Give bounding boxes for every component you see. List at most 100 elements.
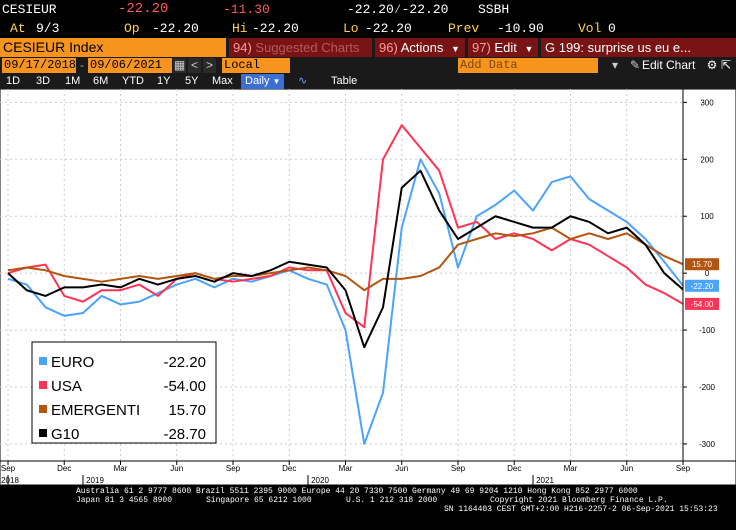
footer: Australia 61 2 9777 8600 Brazil 5511 239… [0, 485, 736, 530]
end-label-bg-usa [685, 297, 719, 310]
x-tick-label: Mar [114, 464, 128, 473]
open-label: Op [124, 21, 140, 36]
chevron-right-icon[interactable]: > [203, 58, 216, 73]
year-label: 2019 [86, 476, 104, 485]
chevron-down-icon: ▼ [450, 44, 460, 54]
open-value: -22.20 [152, 21, 199, 36]
legend-item-euro: EURO -22.20 [39, 354, 206, 371]
edit-menu[interactable]: 97) Edit ▼ [468, 38, 538, 57]
x-axis: Sep Dec Mar Jun Sep Dec Mar Jun Sep Dec Mar Jun Sep 2… [0, 460, 736, 485]
legend-value-emergenti: 15.70 [168, 402, 206, 419]
high-value: -22.20 [252, 21, 299, 36]
legend-label-usa: USA [51, 378, 82, 395]
table-button[interactable]: Table [331, 75, 358, 87]
legend-value-g10: -28.70 [163, 426, 206, 443]
series-line-emergenti [7, 226, 684, 292]
calendar-icon[interactable]: ▦ [173, 58, 186, 73]
footer-copyright: Copyright 2021 Bloomberg Finance L.P. [490, 496, 668, 505]
y-tick-label: 300 [700, 98, 714, 107]
date-separator: - [80, 58, 84, 72]
high-label: Hi [232, 21, 248, 36]
suggested-num: 94) [233, 40, 252, 55]
prev-label: Prev [448, 21, 480, 36]
footer-session: SN 1164403 CEST GMT+2:00 H216-2257-2 06-… [444, 505, 718, 514]
suggested-label: Suggested Charts [255, 40, 360, 55]
settings-icon[interactable]: ✎ [629, 58, 641, 72]
actions-menu[interactable]: 96) Actions ▼ [375, 38, 465, 57]
end-label-bg-emergenti [685, 258, 719, 271]
suggested-charts-menu[interactable]: 94) Suggested Charts [229, 38, 372, 57]
pricing-source: SSBH [478, 2, 510, 17]
volume-label: Vol [578, 21, 602, 36]
x-tick-label: Mar [339, 464, 353, 473]
news-headline[interactable]: G 199: surprise us eu e... [541, 38, 736, 57]
volume-value: 0 [608, 21, 616, 36]
frequency-label: Daily [245, 75, 270, 87]
period-ytd[interactable]: YTD [122, 75, 144, 87]
net-change: -11.30 [223, 2, 270, 17]
y-tick-label: 100 [700, 212, 714, 221]
bid-ask: -22.20∕-22.20 [347, 2, 449, 17]
footer-phones-1: Australia 61 2 9777 8600 Brazil 5511 239… [76, 487, 638, 496]
series-line-g10 [7, 169, 684, 349]
chevron-down-icon[interactable]: ▾ [611, 58, 619, 72]
add-data-field[interactable]: Add Data [458, 58, 598, 73]
legend-item-emergenti: EMERGENTI 15.70 [39, 402, 206, 419]
year-label: 2021 [536, 476, 554, 485]
footer-phones-us: U.S. 1 212 318 2000 [346, 496, 438, 505]
year-label: 2018 [1, 476, 19, 485]
x-tick-label: Mar [564, 464, 578, 473]
period-1m[interactable]: 1M [65, 75, 81, 87]
legend-value-usa: -54.00 [163, 378, 206, 395]
x-tick-label: Dec [282, 464, 296, 473]
period-toolbar: 1D 3D 1M 6M YTD 1Y 5Y Max Daily ▼ ∿ Tabl… [0, 74, 736, 89]
y-tick-label: -300 [699, 440, 716, 449]
legend-label-g10: G10 [51, 426, 79, 443]
date-toolbar: 09/17/2018 - 09/06/2021 ▦ < > Local CCY▼… [0, 57, 736, 87]
edit-label: Edit [494, 40, 517, 55]
legend: EURO -22.20 USA -54.00 EMERGENTI 15.70 G… [31, 341, 217, 444]
period-6m[interactable]: 6M [93, 75, 109, 87]
quote-header: CESIEUR -22.20 -11.30 -22.20∕-22.20 SSBH [0, 0, 736, 19]
x-tick-label: Jun [620, 464, 633, 473]
y-tick-label: -100 [699, 326, 716, 335]
at-value: 9/3 [36, 21, 60, 36]
line-chart-icon[interactable]: ∿ [298, 75, 308, 87]
series-line-euro [7, 158, 684, 445]
legend-label-emergenti: EMERGENTI [51, 402, 140, 419]
legend-box [31, 341, 217, 444]
period-5y[interactable]: 5Y [185, 75, 199, 87]
currency-selector[interactable]: Local CCY▼ [222, 58, 290, 87]
actions-label: Actions [400, 40, 444, 55]
end-date-field[interactable]: 09/06/2021 [88, 58, 172, 73]
chevron-down-icon: ▼ [272, 77, 281, 86]
edit-chart-button[interactable]: Edit Chart [642, 58, 696, 72]
end-label-bg-euro [685, 279, 719, 292]
x-tick-label: Sep [676, 464, 691, 473]
legend-swatch-emergenti [39, 405, 47, 413]
low-label: Lo [343, 21, 359, 36]
frequency-selector[interactable]: Daily ▼ [241, 74, 285, 89]
gear-icon[interactable]: ⚙ [706, 58, 718, 72]
period-1y[interactable]: 1Y [157, 75, 171, 87]
x-tick-label: Jun [395, 464, 408, 473]
period-max[interactable]: Max [212, 75, 233, 87]
security-field[interactable]: CESIEUR Index [0, 38, 226, 57]
low-value: -22.20 [365, 21, 412, 36]
command-toolbar: CESIEUR Index 94) Suggested Charts 96) A… [0, 38, 736, 57]
legend-value-euro: -22.20 [163, 354, 206, 371]
x-tick-label: Sep [451, 464, 466, 473]
period-1d[interactable]: 1D [6, 75, 21, 87]
y-axis: 300 200 100 0 -100 -200 -300 [682, 89, 716, 461]
x-tick-label: Jun [170, 464, 183, 473]
chevron-left-icon[interactable]: < [188, 58, 201, 73]
ticker: CESIEUR [2, 2, 57, 17]
period-3d[interactable]: 3D [36, 75, 51, 87]
legend-swatch-usa [39, 381, 47, 389]
prev-value: -10.90 [497, 21, 544, 36]
legend-swatch-g10 [39, 429, 47, 437]
footer-phones-japan: Japan 81 3 4565 8900 [76, 496, 173, 505]
legend-item-g10: G10 -28.70 [39, 426, 206, 443]
expand-icon[interactable]: ⇱ [720, 58, 732, 72]
start-date-field[interactable]: 09/17/2018 [2, 58, 77, 73]
